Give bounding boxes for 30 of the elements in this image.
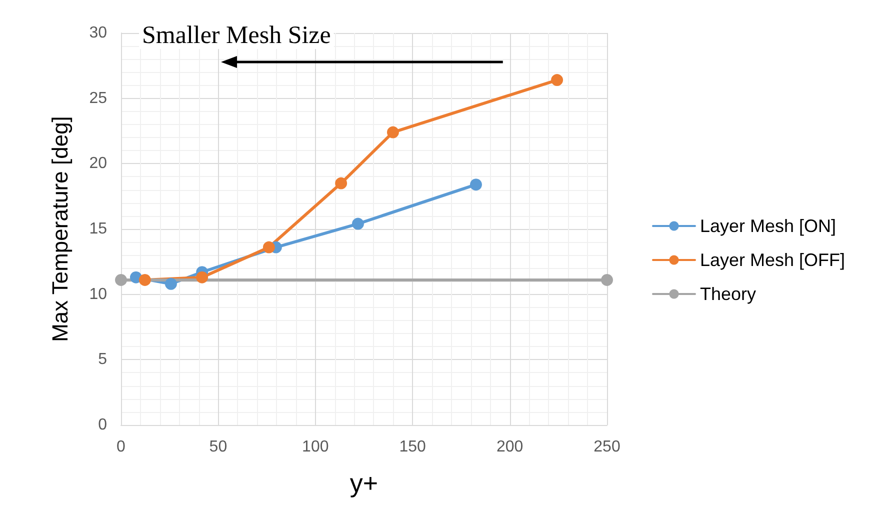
point [115, 274, 127, 286]
y-tick-label: 20 [89, 155, 108, 172]
y-tick-label: 0 [98, 416, 108, 434]
y-tick-label: 30 [89, 24, 108, 42]
point [601, 274, 613, 286]
legend-label: Theory [700, 284, 756, 304]
x-tick-label: 50 [209, 438, 228, 456]
x-axis-title: y+ [350, 468, 378, 498]
x-tick-label: 200 [496, 438, 524, 456]
x-tick-label: 100 [302, 438, 329, 456]
y-tick-label: 15 [89, 220, 108, 238]
y-tick-label: 25 [89, 90, 108, 107]
point [138, 274, 151, 286]
point [386, 126, 399, 138]
point [164, 278, 177, 290]
point [551, 74, 564, 86]
point [262, 241, 275, 254]
legend-label: Layer Mesh [OFF] [700, 250, 846, 270]
legend-label: Layer Mesh [ON] [700, 216, 836, 236]
point [470, 178, 482, 191]
annotation: Smaller Mesh Size [142, 22, 331, 49]
point [335, 177, 348, 190]
y-axis-title: Max Temperature [deg] [48, 116, 72, 342]
y-tick-label: 5 [98, 351, 108, 368]
point [352, 218, 364, 230]
y-tick-label: 10 [89, 286, 108, 303]
x-tick-label: 250 [594, 438, 620, 456]
point [196, 271, 208, 284]
x-tick-label: 0 [116, 438, 126, 456]
x-tick-label: 150 [399, 438, 426, 456]
